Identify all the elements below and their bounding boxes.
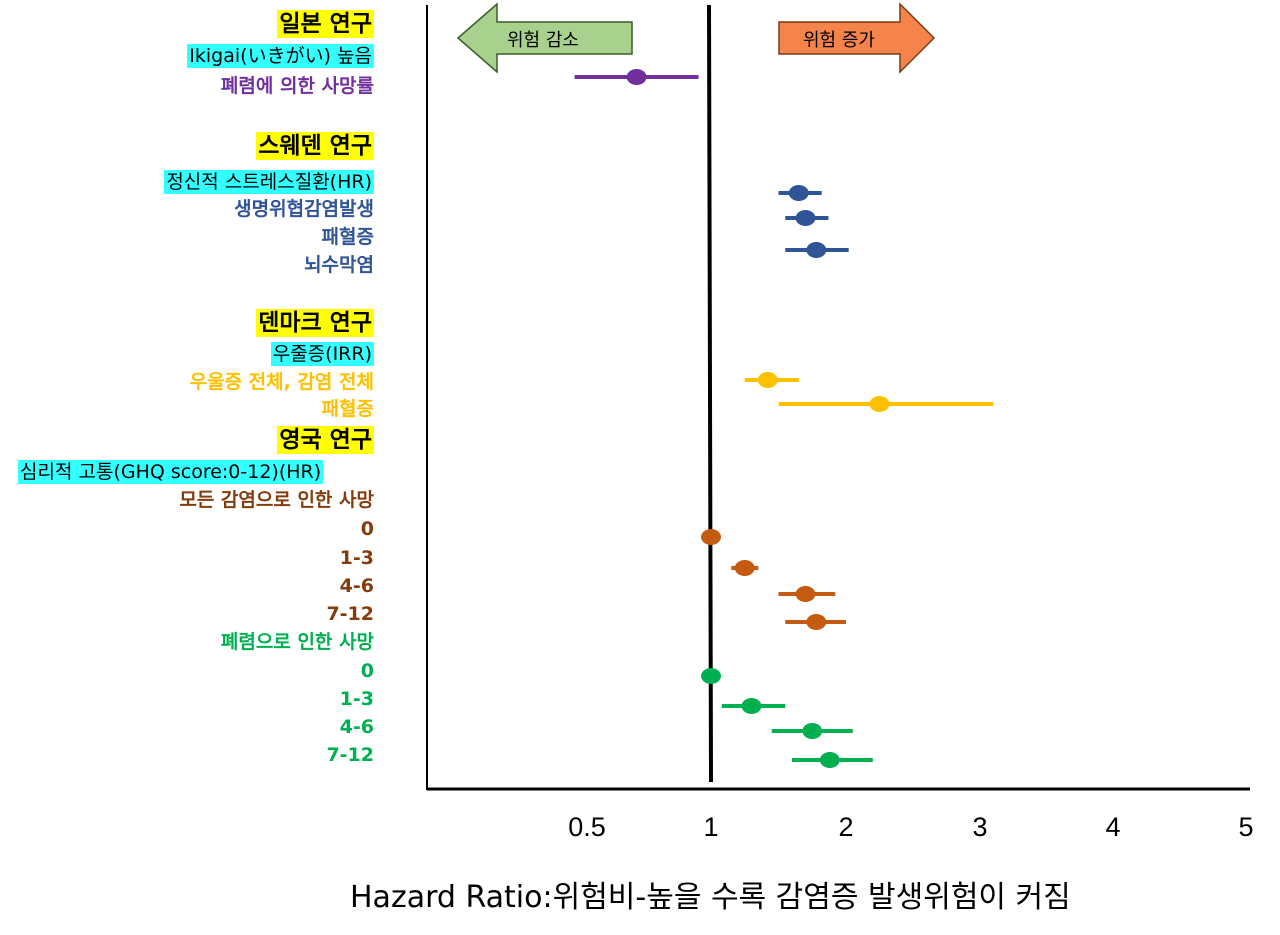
point-estimate xyxy=(802,723,823,739)
measure-label-sweden: 정신적 스트레스질환(HR) xyxy=(164,170,374,194)
row-label: 7-12 xyxy=(326,603,374,625)
point-estimate xyxy=(734,560,755,576)
point-estimate xyxy=(626,69,647,85)
row-label: 패혈증 xyxy=(321,226,374,248)
x-tick-label: 1 xyxy=(703,812,719,842)
group-heading-denmark: 덴마크 연구 xyxy=(256,309,374,337)
point-estimate xyxy=(869,396,890,412)
subgroup-label-pneumonia: 폐렴으로 인한 사망 xyxy=(220,631,374,653)
point-estimate xyxy=(788,185,809,201)
measure-label-denmark: 우줄증(IRR) xyxy=(270,342,374,366)
x-axis-title: Hazard Ratio:위험비-높을 수록 감염증 발생위험이 커짐 xyxy=(350,880,1071,915)
x-tick-label: 2 xyxy=(838,812,854,842)
risk-decrease-label: 위험 감소 xyxy=(507,30,579,51)
row-label: 4-6 xyxy=(339,575,374,597)
group-heading-sweden: 스웨덴 연구 xyxy=(256,132,374,160)
x-tick-label: 5 xyxy=(1238,812,1254,842)
row-label: 우울증 전체, 감염 전체 xyxy=(189,371,374,393)
measure-label-uk: 심리적 고통(GHQ score:0-12)(HR) xyxy=(18,460,324,484)
point-estimate xyxy=(741,698,762,714)
row-label: 패혈증 xyxy=(321,398,374,420)
row-label: 0 xyxy=(360,660,374,682)
reference-line xyxy=(707,4,713,783)
row-label: 폐렴에 의한 사망률 xyxy=(220,75,374,97)
measure-label-japan: Ikigai(いきがい) 높음 xyxy=(187,44,374,68)
row-label: 4-6 xyxy=(339,716,374,738)
row-label: 1-3 xyxy=(339,688,374,710)
x-tick-label: 3 xyxy=(972,812,988,842)
row-label: 뇌수막염 xyxy=(304,254,374,276)
point-estimate xyxy=(806,242,827,258)
row-label: 0 xyxy=(360,518,374,540)
subgroup-label-all-cause: 모든 감염으로 인한 사망 xyxy=(179,489,374,511)
x-tick-label: 4 xyxy=(1105,812,1121,842)
row-label: 7-12 xyxy=(326,744,374,766)
point-estimate xyxy=(701,529,721,545)
point-estimate xyxy=(701,668,721,684)
group-heading-uk: 영국 연구 xyxy=(277,426,374,454)
data-marks xyxy=(574,69,994,768)
point-estimate xyxy=(757,372,778,388)
point-estimate xyxy=(806,614,827,630)
group-heading-japan: 일본 연구 xyxy=(277,10,374,38)
row-labels: 일본 연구 Ikigai(いきがい) 높음 폐렴에 의한 사망률 스웨덴 연구 … xyxy=(0,0,380,935)
x-tick-label: 0.5 xyxy=(568,812,606,842)
risk-increase-label: 위험 증가 xyxy=(803,30,875,51)
point-estimate xyxy=(795,586,816,602)
risk-decrease-arrow xyxy=(456,2,633,74)
risk-increase-arrow xyxy=(778,2,936,74)
point-estimate xyxy=(795,210,816,226)
point-estimate xyxy=(819,752,840,768)
row-label: 생명위협감염발생 xyxy=(234,198,374,220)
row-label: 1-3 xyxy=(339,547,374,569)
